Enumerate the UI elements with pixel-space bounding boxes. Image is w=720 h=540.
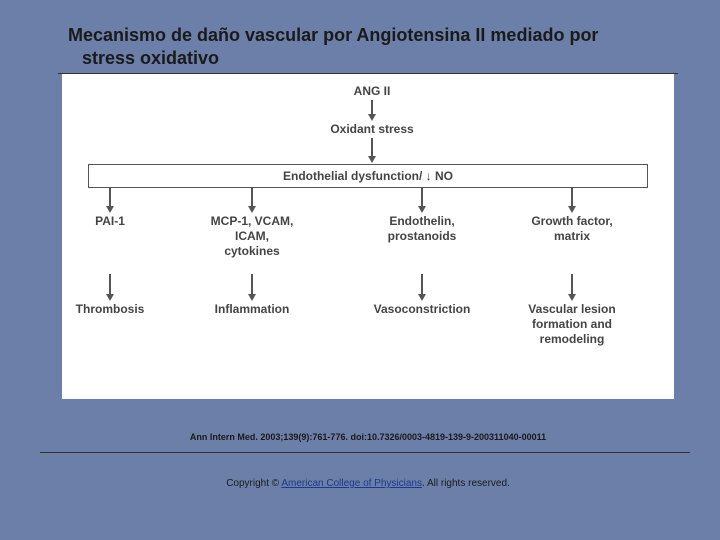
copyright-dot: . <box>507 478 510 489</box>
copyright-link[interactable]: American College of Physicians <box>281 478 422 489</box>
arrowhead-b4a <box>568 206 576 213</box>
node-mid-1: MCP-1, VCAM, ICAM, cytokines <box>192 214 312 259</box>
node-bottom-0: Thrombosis <box>68 302 152 316</box>
node-mid-3: Growth factor, matrix <box>517 214 627 244</box>
node-bottom-2: Vasoconstriction <box>362 302 482 316</box>
arrowhead-b1b <box>106 294 114 301</box>
bar-endothelial: Endothelial dysfunction/ ↓ NO <box>88 164 648 188</box>
arrow-b2a <box>251 188 253 208</box>
arrowhead-b4b <box>568 294 576 301</box>
copyright-line: Copyright © American College of Physicia… <box>58 478 678 489</box>
arrow-b3b <box>421 274 423 296</box>
node-bottom-3: Vascular lesion formation and remodeling <box>512 302 632 347</box>
node-mid-2: Endothelin, prostanoids <box>367 214 477 244</box>
node-bottom-1: Inflammation <box>196 302 308 316</box>
node-oxidant: Oxidant stress <box>312 122 432 136</box>
copyright-suffix: . All rights reserved <box>422 478 507 489</box>
copyright-prefix: Copyright © <box>226 478 281 489</box>
arrowhead-b2b <box>248 294 256 301</box>
arrowhead-b2a <box>248 206 256 213</box>
divider-line <box>40 452 690 453</box>
node-ang2: ANG II <box>332 84 412 98</box>
arrowhead-b1a <box>106 206 114 213</box>
arrow-b4b <box>571 274 573 296</box>
slide-title-line2: stress oxidativo <box>58 47 678 70</box>
arrowhead-b3b <box>418 294 426 301</box>
arrow-b4a <box>571 188 573 208</box>
arrow-oxidant-to-bar <box>371 138 373 158</box>
arrowhead-2 <box>368 156 376 163</box>
arrow-b3a <box>421 188 423 208</box>
arrowhead-b3a <box>418 206 426 213</box>
slide-title-line1: Mecanismo de daño vascular por Angiotens… <box>58 24 678 47</box>
diagram-area: ANG II Oxidant stress Endothelial dysfun… <box>62 74 674 399</box>
arrow-b2b <box>251 274 253 296</box>
citation-text: Ann Intern Med. 2003;139(9):761-776. doi… <box>58 432 678 442</box>
arrow-b1a <box>109 188 111 208</box>
arrow-b1b <box>109 274 111 296</box>
node-mid-0: PAI-1 <box>80 214 140 228</box>
arrowhead-1 <box>368 114 376 121</box>
